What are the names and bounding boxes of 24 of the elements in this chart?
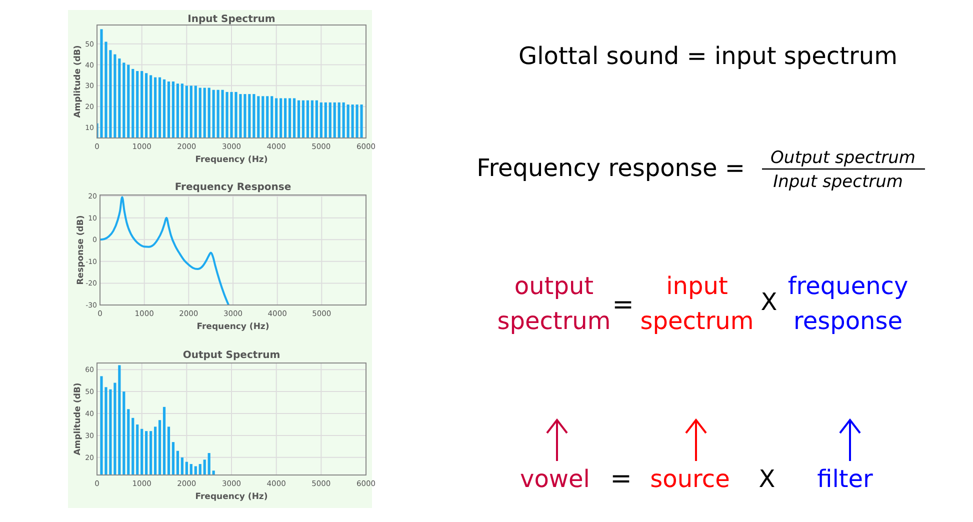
x-axis-title: Frequency (Hz) bbox=[195, 155, 268, 165]
text: Glottal sound = input spectrum bbox=[518, 42, 898, 70]
text: vowel bbox=[520, 465, 590, 493]
text: X bbox=[760, 288, 778, 316]
text: = bbox=[610, 464, 632, 494]
text: Input spectrum bbox=[773, 172, 903, 192]
y-axis-title: Amplitude (dB) bbox=[73, 45, 83, 118]
y-axis-title: Amplitude (dB) bbox=[73, 382, 83, 456]
chart-title: Frequency Response bbox=[174, 182, 292, 193]
x-axis-title: Frequency (Hz) bbox=[196, 322, 270, 332]
y-axis-title: Response (dB) bbox=[76, 215, 86, 285]
text: frequency response bbox=[788, 272, 908, 335]
text: = bbox=[612, 290, 634, 320]
line-series bbox=[100, 196, 230, 305]
text: source bbox=[650, 465, 730, 493]
text: output spectrum bbox=[497, 272, 611, 335]
chart-title: Input Spectrum bbox=[188, 14, 276, 25]
chart-title: Output Spectrum bbox=[182, 350, 280, 361]
text: X bbox=[758, 465, 776, 493]
text: Frequency response = bbox=[476, 154, 745, 182]
text: filter bbox=[817, 465, 874, 493]
text: input spectrum bbox=[640, 272, 754, 335]
text: Output spectrum bbox=[770, 148, 916, 168]
x-axis-title: Frequency (Hz) bbox=[195, 492, 268, 502]
